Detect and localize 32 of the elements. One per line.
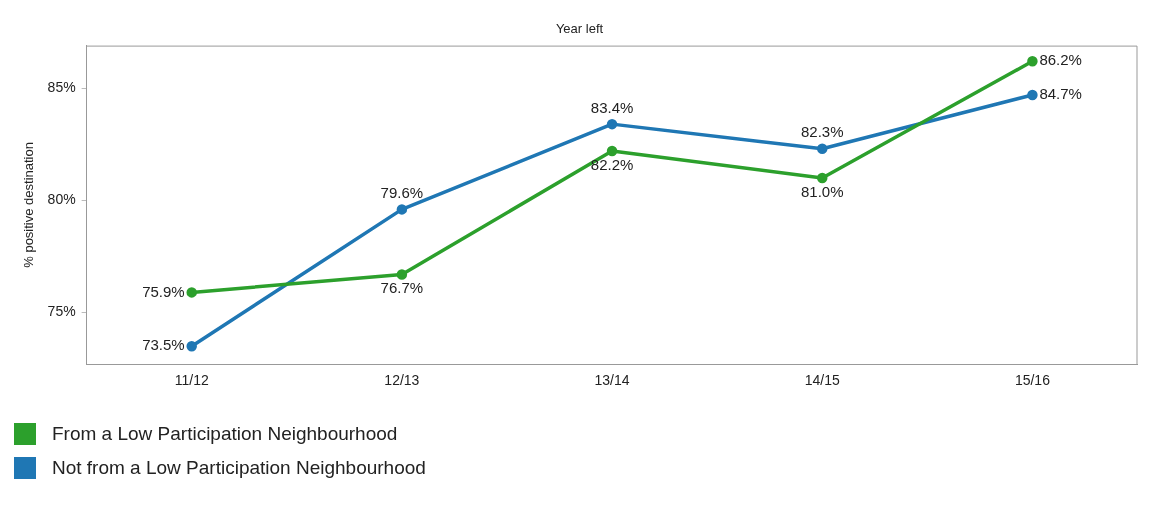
data-label: 84.7% <box>1039 85 1082 103</box>
x-tick-label: 12/13 <box>384 372 420 389</box>
data-label: 79.6% <box>380 184 424 202</box>
point <box>396 269 408 280</box>
x-tick-label: 11/12 <box>174 372 209 389</box>
point <box>186 287 197 298</box>
point <box>606 145 618 157</box>
x-tick-label: 14/15 <box>804 372 840 389</box>
data-label: 75.9% <box>142 282 185 300</box>
legend-label: From a Low Participation Neighbourhood <box>52 423 398 445</box>
point <box>1027 89 1038 101</box>
data-label: 83.4% <box>590 98 634 116</box>
data-label: 86.2% <box>1039 51 1082 69</box>
y-tick-label: 85% <box>47 79 76 96</box>
y-axis-title: % positive destination <box>21 142 37 268</box>
data-label: 81.0% <box>800 182 844 200</box>
x-axis-title: Year left <box>555 21 604 37</box>
point <box>816 172 828 184</box>
x-tick-label: 15/16 <box>1014 372 1051 389</box>
point <box>606 118 618 130</box>
data-label: 73.5% <box>142 336 185 354</box>
legend-label: Not from a Low Participation Neighbourhood <box>52 457 426 479</box>
point <box>396 204 408 215</box>
y-tick-label: 80% <box>47 191 76 208</box>
data-label: 76.7% <box>380 279 424 297</box>
data-label: 82.3% <box>800 123 844 141</box>
x-tick-label: 13/14 <box>594 372 630 389</box>
point <box>186 341 197 352</box>
y-tick-label: 75% <box>47 303 76 320</box>
point <box>816 143 828 155</box>
data-label: 82.2% <box>590 155 634 173</box>
point <box>1027 56 1038 67</box>
